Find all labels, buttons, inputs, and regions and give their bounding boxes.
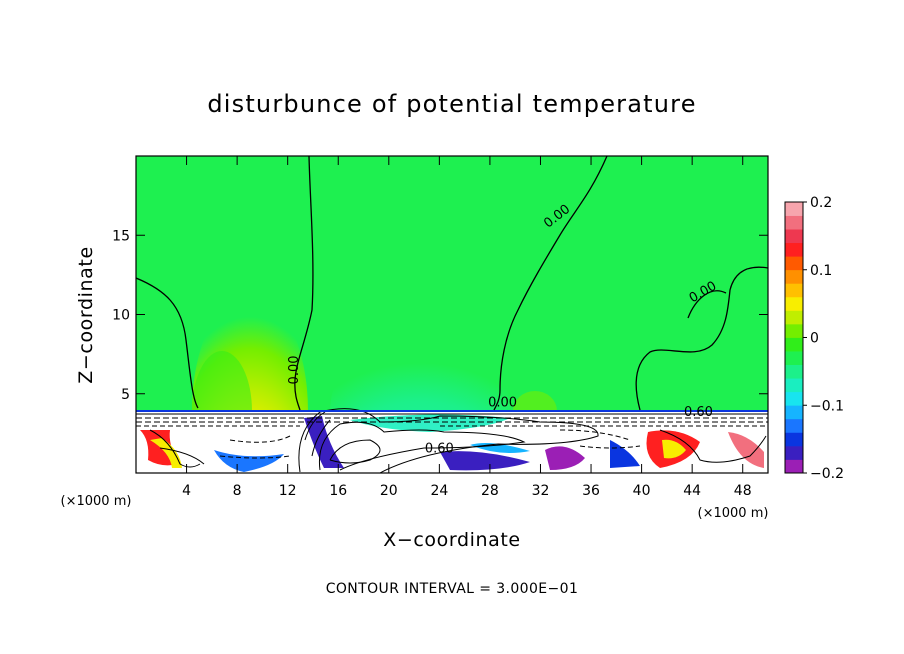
- colorbar-tick-label: 0: [810, 331, 819, 347]
- zero-contour-far-right: [635, 266, 768, 411]
- colour-patch: [440, 451, 530, 471]
- colorbar-swatch: [785, 432, 803, 447]
- x-tick-label: 48: [734, 483, 752, 499]
- colorbar-swatch: [785, 269, 803, 284]
- contour-line: [298, 408, 599, 473]
- x-tick-label: 24: [430, 483, 448, 499]
- y-tick-label: 10: [112, 308, 130, 324]
- colorbar-swatch: [785, 256, 803, 271]
- x-axis-ticks: 4 8 12 16 20 24 28 32 36 40 44 48: [182, 156, 752, 499]
- x-tick-label: 44: [683, 483, 701, 499]
- y-tick-label: 15: [112, 228, 130, 244]
- lower-layer-contours: [136, 408, 768, 473]
- zero-contour-loop: [687, 290, 727, 319]
- colour-patch: [610, 440, 640, 468]
- colorbar-swatch: [785, 391, 803, 406]
- contour-line: [318, 421, 526, 471]
- colour-patch: [214, 450, 284, 472]
- colorbar-ticks: 0.2 0.1 0 −0.1 −0.2: [803, 195, 844, 482]
- colorbar-tick-label: 0.2: [810, 195, 832, 211]
- colour-patch: [545, 446, 585, 470]
- contour-line: [304, 411, 331, 457]
- y-axis-ticks: 5 10 15: [112, 228, 768, 403]
- colorbar-tick-label: 0.1: [810, 263, 832, 279]
- colorbar-swatch: [785, 283, 803, 298]
- y-tick-label: 5: [121, 387, 130, 403]
- colorbar-swatch: [785, 242, 803, 257]
- zero-contours: [136, 156, 768, 411]
- x-tick-label: 4: [182, 483, 191, 499]
- colour-patch: [350, 414, 510, 432]
- colorbar-swatch: [785, 215, 803, 230]
- colorbar-swatch: [785, 323, 803, 338]
- colorbar-swatch: [785, 405, 803, 420]
- colorbar-swatch: [785, 229, 803, 244]
- x-tick-label: 40: [633, 483, 651, 499]
- x-axis-unit: (×1000 m): [698, 506, 769, 521]
- colour-patch: [662, 439, 686, 459]
- zero-contour-right: [493, 156, 608, 411]
- x-tick-label: 8: [233, 483, 242, 499]
- contour-line: [329, 439, 381, 464]
- colour-patch: [728, 432, 764, 468]
- contour-line: [149, 429, 205, 468]
- zero-contour-mid: [294, 156, 314, 411]
- contour-interval-note: CONTOUR INTERVAL = 3.000E−01: [326, 581, 579, 597]
- colorbar-swatch: [785, 202, 803, 216]
- plot-area: [136, 156, 768, 473]
- zero-contour-left: [136, 277, 199, 409]
- colorbar-swatch: [785, 364, 803, 379]
- x-tick-label: 32: [532, 483, 550, 499]
- colorbar-swatch: [785, 337, 803, 352]
- contour-label: 0.60: [425, 441, 454, 456]
- contour-label: 0.00: [488, 395, 517, 410]
- colorbar-swatch: [785, 351, 803, 365]
- x-tick-label: 12: [279, 483, 297, 499]
- x-tick-label: 16: [329, 483, 347, 499]
- colorbar-tick-label: −0.2: [810, 466, 844, 482]
- x-tick-label: 28: [481, 483, 499, 499]
- y-axis-label: Z−coordinate: [75, 246, 97, 383]
- colorbar-tick-label: −0.1: [810, 398, 844, 414]
- x-axis-label: X−coordinate: [383, 529, 520, 551]
- contour-line: [659, 429, 767, 463]
- colorbar-swatch: [785, 310, 803, 325]
- colorbar-swatch: [785, 296, 803, 311]
- contour-label: 0.60: [684, 405, 713, 420]
- contour-line: [559, 429, 641, 449]
- contour-label: 0.00: [287, 355, 302, 384]
- colorbar: [785, 202, 803, 474]
- chart-title: disturbunce of potential temperature: [207, 90, 696, 118]
- z-axis-unit: (×1000 m): [61, 494, 132, 509]
- x-tick-label: 36: [582, 483, 600, 499]
- colorbar-swatch: [785, 378, 803, 393]
- colour-patch: [150, 438, 182, 468]
- contour-line: [219, 435, 291, 459]
- colorbar-swatch: [785, 459, 803, 474]
- x-tick-label: 20: [380, 483, 398, 499]
- colorbar-swatch: [785, 418, 803, 433]
- colorbar-swatch: [785, 445, 803, 460]
